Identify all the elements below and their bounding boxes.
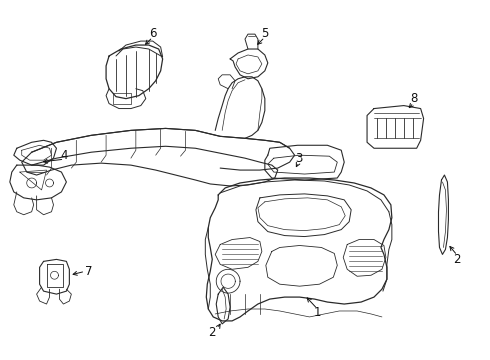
Text: 2: 2	[209, 326, 216, 339]
Text: 1: 1	[314, 306, 321, 319]
Text: 8: 8	[410, 92, 417, 105]
Text: 4: 4	[61, 149, 68, 162]
Text: 7: 7	[85, 265, 93, 278]
Text: 2: 2	[454, 253, 461, 266]
Text: 3: 3	[295, 152, 302, 165]
Text: 5: 5	[261, 27, 269, 40]
Text: 6: 6	[149, 27, 156, 40]
